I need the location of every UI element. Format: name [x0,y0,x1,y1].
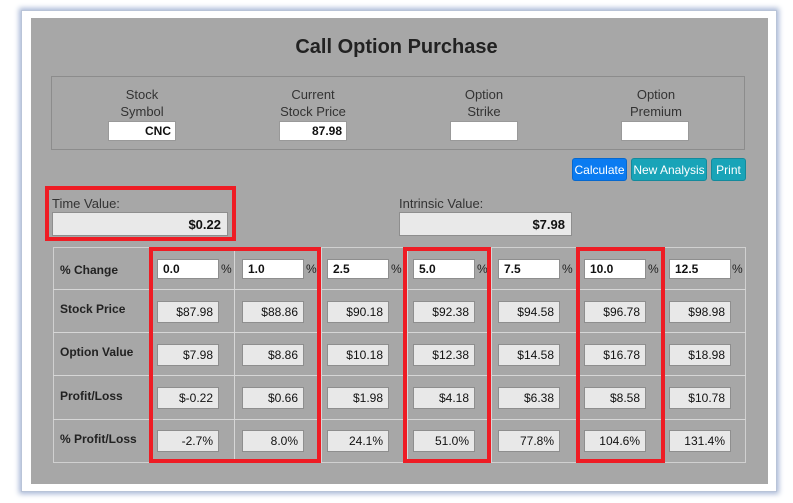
option-value-cell: $7.98 [157,344,219,366]
current-price-label-line1: Current [291,87,335,102]
profit-loss-cell: $1.98 [327,387,389,409]
grid-divider [53,375,746,376]
grid-divider [663,247,664,463]
pct-change-input[interactable]: 7.5 [498,259,560,279]
calculate-button[interactable]: Calculate [572,158,627,181]
pct-profit-loss-cell: -2.7% [157,430,219,452]
grid-divider [577,247,578,463]
pct-change-input[interactable]: 1.0 [242,259,304,279]
profit-loss-cell: $8.58 [584,387,646,409]
grid-divider [491,247,492,463]
option-value-cell: $18.98 [669,344,731,366]
pct-change-input[interactable]: 0.0 [157,259,219,279]
scenario-grid [53,247,746,463]
inputs-section [51,76,745,150]
option-premium-label-line1: Option [636,87,676,102]
stock-symbol-label-line2: Symbol [120,104,164,119]
grid-divider [407,247,408,463]
pct-change-input[interactable]: 2.5 [327,259,389,279]
option-value-cell: $8.86 [242,344,304,366]
stock-price-cell: $90.18 [327,301,389,323]
print-button[interactable]: Print [711,158,746,181]
percent-sign: % [562,262,573,276]
page-title: Call Option Purchase [295,36,498,58]
window-frame [21,10,777,492]
stock-symbol-label-line1: Stock [125,87,159,102]
current-price-label-line2: Stock Price [280,104,346,119]
row-label-pct-change: % Change [60,263,119,277]
pct-change-input[interactable]: 12.5 [669,259,731,279]
profit-loss-cell: $0.66 [242,387,304,409]
profit-loss-cell: $-0.22 [157,387,219,409]
row-label-pct-profit-loss: % Profit/Loss [60,432,137,446]
option-value-cell: $12.38 [413,344,475,366]
stock-price-cell: $96.78 [584,301,646,323]
option-premium-label: Option Premium [596,86,716,120]
row-label-stock-price: Stock Price [60,302,126,316]
grid-divider [53,419,746,420]
stock-price-cell: $87.98 [157,301,219,323]
grid-divider [234,247,235,463]
pct-profit-loss-cell: 24.1% [327,430,389,452]
current-price-input[interactable]: 87.98 [279,121,347,141]
percent-sign: % [391,262,402,276]
option-premium-input[interactable] [621,121,689,141]
option-premium-label-line2: Premium [629,104,682,119]
pct-profit-loss-cell: 131.4% [669,430,731,452]
pct-profit-loss-cell: 51.0% [413,430,475,452]
stock-price-cell: $88.86 [242,301,304,323]
option-strike-label: Option Strike [424,86,544,120]
pct-change-input[interactable]: 10.0 [584,259,646,279]
percent-sign: % [477,262,488,276]
percent-sign: % [306,262,317,276]
option-strike-input[interactable] [450,121,518,141]
pct-change-input[interactable]: 5.0 [413,259,475,279]
grid-divider [53,332,746,333]
pct-profit-loss-cell: 8.0% [242,430,304,452]
percent-sign: % [221,262,232,276]
intrinsic-value-field: $7.98 [399,212,572,236]
profit-loss-cell: $4.18 [413,387,475,409]
row-label-profit-loss: Profit/Loss [60,389,123,403]
time-value-field: $0.22 [52,212,228,236]
grid-divider [53,289,746,290]
option-value-cell: $14.58 [498,344,560,366]
stock-price-cell: $98.98 [669,301,731,323]
option-strike-label-line1: Option [464,87,504,102]
pct-profit-loss-cell: 104.6% [584,430,646,452]
percent-sign: % [648,262,659,276]
percent-sign: % [732,262,743,276]
option-strike-label-line2: Strike [467,104,501,119]
option-value-cell: $16.78 [584,344,646,366]
grid-divider [321,247,322,463]
stock-symbol-label: Stock Symbol [82,86,202,120]
profit-loss-cell: $6.38 [498,387,560,409]
time-value-label: Time Value: [52,196,120,211]
current-price-label: Current Stock Price [253,86,373,120]
stock-symbol-input[interactable]: CNC [108,121,176,141]
intrinsic-value-label: Intrinsic Value: [399,196,484,211]
profit-loss-cell: $10.78 [669,387,731,409]
option-value-cell: $10.18 [327,344,389,366]
new-analysis-button[interactable]: New Analysis [631,158,707,181]
stock-price-cell: $94.58 [498,301,560,323]
stock-price-cell: $92.38 [413,301,475,323]
pct-profit-loss-cell: 77.8% [498,430,560,452]
row-label-option-value: Option Value [60,345,134,359]
grid-divider [149,247,150,463]
